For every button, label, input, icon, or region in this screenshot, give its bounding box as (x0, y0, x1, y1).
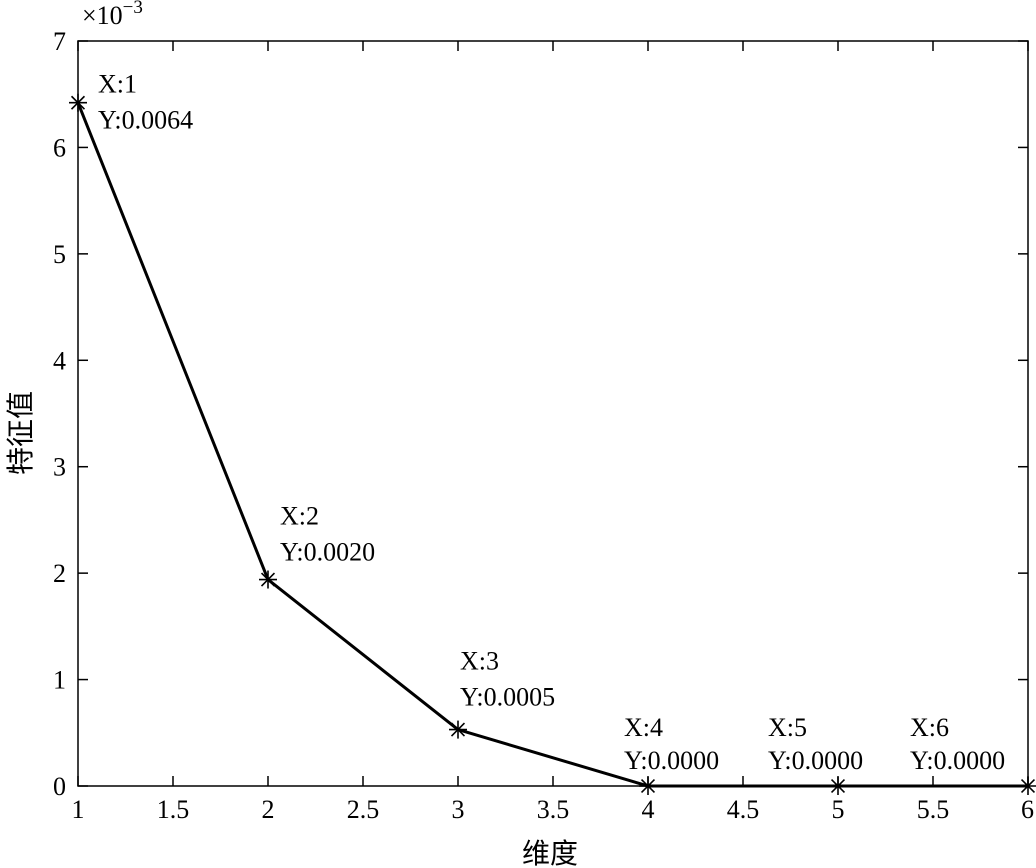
x-tick-labels: 1 1.5 2 2.5 3 3.5 4 4.5 5 5.5 6 (72, 795, 1035, 824)
x-tick-label: 4.5 (727, 795, 760, 824)
y-tick-label: 4 (53, 346, 66, 375)
data-point-marker (829, 777, 847, 795)
plot-area (77, 40, 1029, 787)
x-axis-title: 维度 (522, 838, 578, 868)
x-tick-label: 2 (262, 795, 275, 824)
data-tip: X:2 Y:0.0020 (280, 502, 375, 567)
data-tip: X:5 Y:0.0000 (768, 713, 863, 775)
data-tip-y: Y:0.0005 (460, 683, 555, 712)
data-tip-y: Y:0.0020 (280, 538, 375, 567)
data-point-marker (1019, 777, 1036, 795)
x-tick-label: 2.5 (347, 795, 380, 824)
data-tip-y: Y:0.0000 (624, 746, 719, 775)
x-tick-label: 5.5 (917, 795, 950, 824)
data-tip-x: X:2 (280, 502, 319, 531)
data-annotations: X:1 Y:0.0064 X:2 Y:0.0020 X:3 Y:0.0005 X:4 Y:0.… (98, 70, 1005, 775)
y-axis-title: 特征值 (5, 391, 37, 475)
data-tip: X:3 Y:0.0005 (460, 647, 555, 712)
y-tick-label: 7 (53, 27, 66, 56)
y-tick-label: 2 (53, 559, 66, 588)
data-point-marker (449, 720, 467, 739)
y-tick-label: 6 (53, 133, 66, 162)
x-tick-label: 6 (1021, 795, 1034, 824)
y-tick-label: 0 (53, 772, 66, 801)
data-tip-x: X:1 (98, 70, 137, 99)
data-point-marker (69, 93, 87, 112)
data-tip: X:1 Y:0.0064 (98, 70, 193, 135)
y-tick-label: 1 (53, 666, 66, 695)
x-tick-label: 3.5 (537, 795, 570, 824)
x-tick-label: 1.5 (157, 795, 190, 824)
data-tip-x: X:5 (768, 713, 807, 742)
series-line (76, 102, 1028, 788)
y-tick-labels: 0 1 2 3 4 5 6 7 (53, 27, 66, 801)
data-tip: X:4 Y:0.0000 (624, 713, 719, 775)
data-tip-x: X:4 (624, 713, 663, 742)
data-tip-x: X:3 (460, 647, 499, 676)
data-point-marker (639, 777, 657, 795)
y-exponent-label: ×10−3 (82, 0, 143, 30)
data-tip-y: Y:0.0064 (98, 106, 193, 135)
x-tick-label: 3 (452, 795, 465, 824)
data-tip-x: X:6 (910, 713, 949, 742)
data-markers (69, 93, 1036, 795)
x-tick-label: 5 (832, 795, 845, 824)
data-tip: X:6 Y:0.0000 (910, 713, 1005, 775)
data-point-marker (259, 570, 277, 589)
x-tick-label: 4 (642, 795, 655, 824)
data-tip-y: Y:0.0000 (910, 746, 1005, 775)
y-tick-label: 3 (53, 453, 66, 482)
data-tip-y: Y:0.0000 (768, 746, 863, 775)
x-tick-label: 1 (72, 795, 85, 824)
y-tick-label: 5 (53, 240, 66, 269)
y-exponent-power: −3 (123, 0, 143, 18)
